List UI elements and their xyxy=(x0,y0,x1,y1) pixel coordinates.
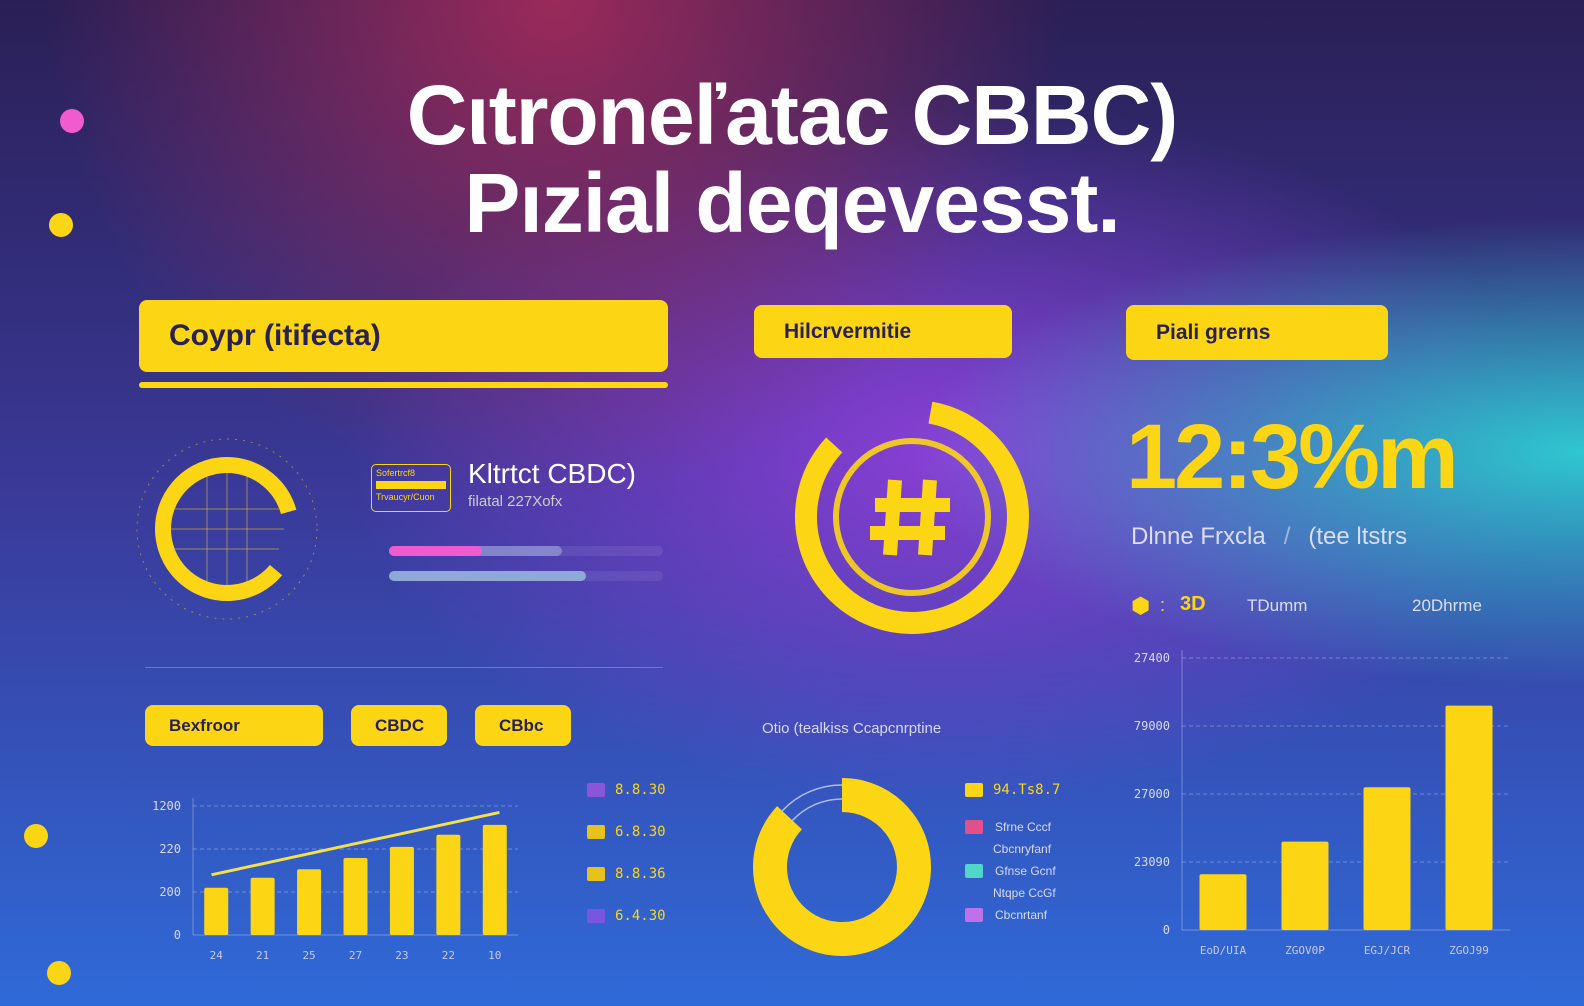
stat-right: 20Dhrme xyxy=(1412,596,1482,615)
legend-item: Cbcnryfanf xyxy=(993,842,1052,856)
x-tick-label: 10 xyxy=(488,949,501,962)
filter-button-1[interactable]: Bexfroor xyxy=(145,705,323,746)
filter-button-2[interactable]: CBDC xyxy=(351,705,447,746)
donut-legend: 94.Ts8.7 Sfrne Cccf Cbcnryfanf Gfnse Gcn… xyxy=(965,782,1060,922)
x-tick-label: ЕoD/UΙA xyxy=(1200,944,1247,957)
bar-chart-left: 0 200 220 1200 24 21 25 27 23 22 10 xyxy=(152,798,518,962)
page-title: Cιtroneľatac CBBC) xyxy=(406,68,1178,162)
center-panel-header: Hilcrvermitie xyxy=(754,305,1012,358)
y-tick-label: 220 xyxy=(159,842,181,856)
filter-button-3[interactable]: CBbc xyxy=(475,705,571,746)
card-title: Kltrtct CBDC) xyxy=(468,458,636,489)
legend-item: Gfnse Gcnf xyxy=(965,864,1060,878)
stat-sep: : xyxy=(1160,595,1166,615)
bar xyxy=(343,858,368,935)
x-tick-label: ZGOV0P xyxy=(1285,944,1325,957)
y-tick-label: 0 xyxy=(174,928,181,942)
bar xyxy=(1281,841,1329,930)
legend-left: 8.8.30 6.8.30 8.8.36 6.4.30 xyxy=(587,782,666,924)
donut-slice-outline xyxy=(791,798,843,821)
donut-title: Otio (tealkiss Ccapcnrptine xyxy=(762,720,942,737)
card-subtitle: ﬁlatal 227Xofx xyxy=(468,493,563,510)
legend-item: Sfrne Cccf xyxy=(965,820,1060,834)
x-tick-label: 21 xyxy=(256,949,269,962)
progress-bar-1 xyxy=(389,546,663,556)
y-tick-label: 1200 xyxy=(152,799,181,813)
page-subtitle: Pızial deqevesst. xyxy=(464,156,1120,250)
bar xyxy=(1199,874,1247,930)
big-value: 12:3%m xyxy=(1126,406,1459,508)
bar xyxy=(436,834,461,935)
sub-line: Dlnne Frxcla / (tee ltstrs xyxy=(1131,523,1407,551)
globe-ring-icon xyxy=(136,438,318,620)
x-tick-label: 23 xyxy=(395,949,408,962)
y-tick-label: 27400 xyxy=(1134,651,1170,665)
decor-dot xyxy=(47,961,71,985)
left-panel-header: Coypr (itifecta) xyxy=(139,300,668,372)
legend-item: 6.4.30 xyxy=(587,908,666,924)
bar xyxy=(482,824,507,935)
sub-sep: / xyxy=(1283,523,1291,550)
bar xyxy=(297,869,322,935)
hash-ring xyxy=(795,400,1029,634)
donut-chart xyxy=(753,778,931,956)
bar xyxy=(389,846,414,935)
legend-item: Cbcnrtanf xyxy=(965,908,1060,922)
decor-dot xyxy=(24,824,48,848)
sub-right: (tee ltstrs xyxy=(1308,523,1408,550)
legend-item: 8.8.30 xyxy=(587,782,666,798)
x-tick-label: 24 xyxy=(210,949,224,962)
header-underline xyxy=(139,382,668,388)
mini-card-top: Sofertrcf8 xyxy=(376,468,416,478)
mini-card: Sofertrcf8 Trvaucyr/Cuon xyxy=(371,464,451,512)
legend-item: Ntqpe CcGf xyxy=(993,886,1056,900)
y-tick-label: 0 xyxy=(1163,923,1170,937)
trend-line xyxy=(211,810,500,877)
y-tick-label: 23090 xyxy=(1134,855,1170,869)
bar xyxy=(1363,787,1411,930)
legend-item: 94.Ts8.7 xyxy=(965,782,1060,798)
bar xyxy=(204,887,229,935)
stat-mid: TDumm xyxy=(1247,596,1308,615)
decor-dot xyxy=(60,109,84,133)
hexagon-icon: ⬢ xyxy=(1131,593,1151,618)
progress-bar-2 xyxy=(389,571,663,581)
x-tick-label: 25 xyxy=(302,949,315,962)
bar xyxy=(250,877,275,935)
donut-slice xyxy=(753,778,931,956)
hash-icon xyxy=(870,479,950,556)
stat-value: 3D xyxy=(1180,593,1206,615)
sub-left: Dlnne Frxcla xyxy=(1131,523,1266,550)
bar xyxy=(1445,705,1493,930)
x-tick-label: 27 xyxy=(349,949,362,962)
legend-item: 8.8.36 xyxy=(587,866,666,882)
x-tick-label: 22 xyxy=(442,949,455,962)
decor-dot xyxy=(49,213,73,237)
bar-chart-right: 0 23090 27000 79000 27400 ЕoD/UΙA ZGOV0P EGJ/JC… xyxy=(1134,650,1510,957)
x-tick-label: EGJ/JCR xyxy=(1364,944,1411,957)
x-tick-label: ΖGOJ99 xyxy=(1449,944,1489,957)
divider xyxy=(145,667,663,668)
donut-slice-outline xyxy=(781,784,843,812)
y-tick-label: 200 xyxy=(159,885,181,899)
right-panel-header: Piali grerns xyxy=(1126,305,1388,360)
legend-item: 6.8.30 xyxy=(587,824,666,840)
y-tick-label: 79000 xyxy=(1134,719,1170,733)
y-tick-label: 27000 xyxy=(1134,787,1170,801)
mini-card-bottom: Trvaucyr/Cuon xyxy=(376,492,435,502)
